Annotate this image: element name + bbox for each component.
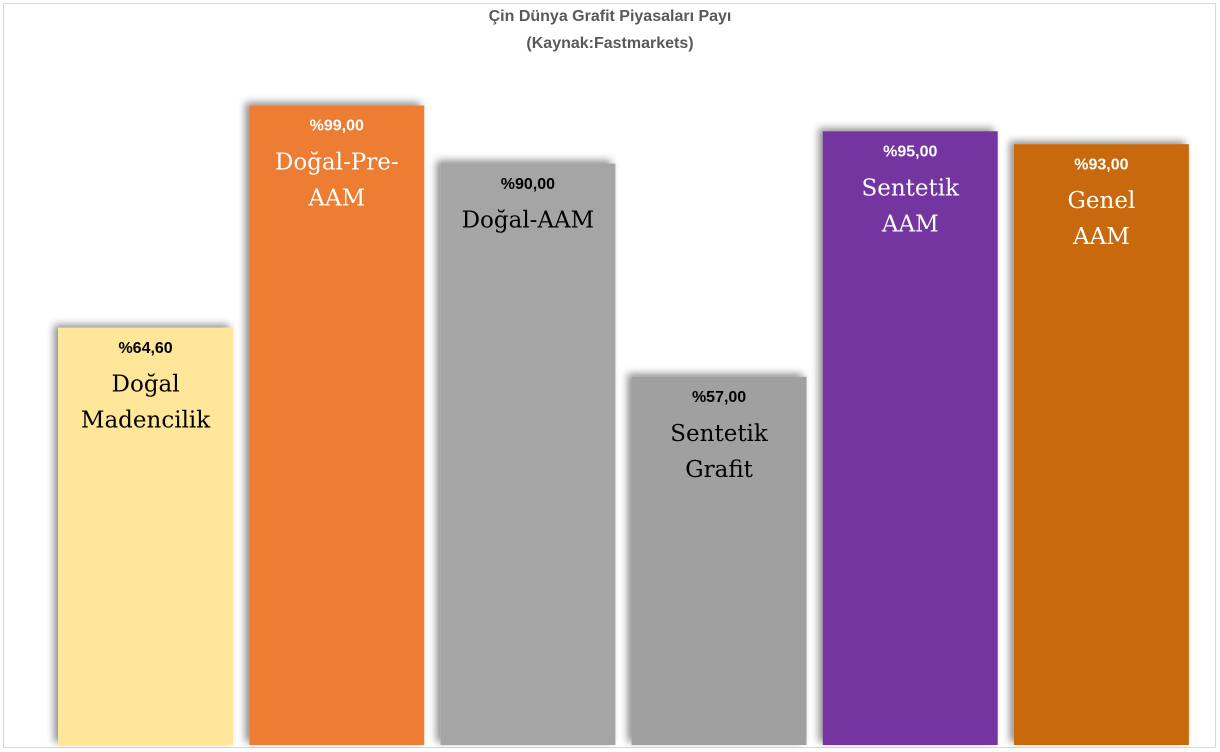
category-label: Grafit bbox=[685, 457, 753, 483]
category-label: Doğal-AAM bbox=[462, 208, 595, 234]
chart-title: Çin Dünya Grafit Piyasaları Payı bbox=[489, 8, 732, 25]
value-label: %99,00 bbox=[310, 118, 364, 135]
bar bbox=[58, 327, 234, 745]
chart-subtitle: (Kaynak:Fastmarkets) bbox=[526, 35, 693, 52]
category-label: Sentetik bbox=[670, 421, 769, 447]
category-label: Doğal bbox=[112, 372, 180, 398]
value-label: %95,00 bbox=[883, 144, 937, 161]
value-label: %64,60 bbox=[118, 340, 172, 357]
category-label: AAM bbox=[1072, 224, 1130, 250]
category-label: Doğal-Pre- bbox=[275, 149, 399, 175]
bar bbox=[822, 131, 998, 746]
category-label: AAM bbox=[307, 185, 365, 211]
bar bbox=[631, 376, 807, 745]
bar bbox=[249, 105, 425, 745]
bar bbox=[440, 163, 616, 746]
category-label: Sentetik bbox=[861, 175, 960, 201]
category-label: AAM bbox=[881, 211, 939, 237]
value-label: %90,00 bbox=[501, 176, 555, 193]
category-label: Madencilik bbox=[81, 408, 211, 434]
category-label: Genel bbox=[1068, 188, 1136, 214]
bar bbox=[1013, 144, 1189, 746]
value-label: %93,00 bbox=[1074, 156, 1128, 173]
value-label: %57,00 bbox=[692, 389, 746, 406]
